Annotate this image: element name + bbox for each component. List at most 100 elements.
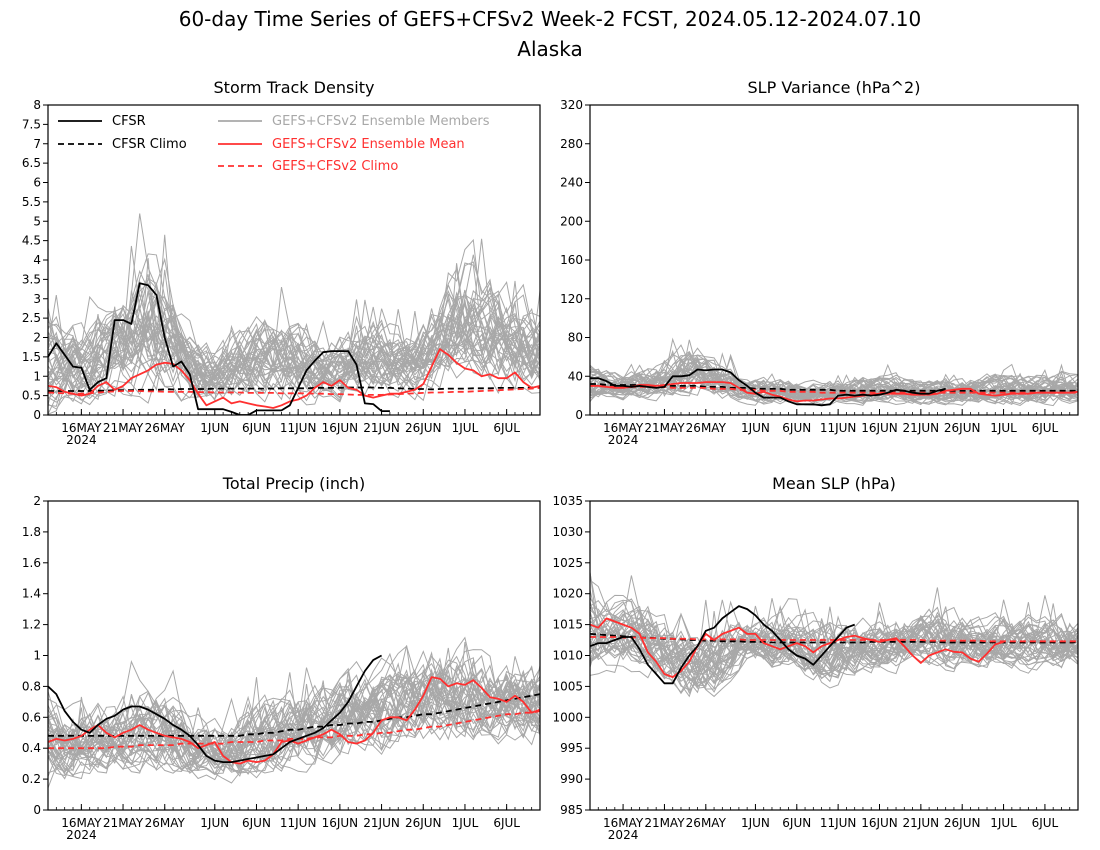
y-tick-label: 0 [33, 408, 41, 422]
figure-title: 60-day Time Series of GEFS+CFSv2 Week-2 … [179, 7, 922, 31]
y-tick-label: 160 [560, 253, 583, 267]
member-line [48, 667, 540, 759]
x-tick-label: 1JUL [990, 816, 1017, 830]
member-line [48, 668, 540, 774]
member-line [48, 665, 540, 770]
panel-title: SLP Variance (hPa^2) [748, 78, 921, 97]
ensemble-members [590, 571, 1078, 698]
legend-label: GEFS+CFSv2 Ensemble Mean [272, 137, 465, 152]
y-tick-label: 1025 [552, 556, 583, 570]
series-gefs-cfsv2-ensemble-mean [590, 617, 1004, 678]
member-line [48, 286, 540, 389]
series-lines [48, 282, 540, 415]
panel-title: Mean SLP (hPa) [772, 474, 896, 493]
x-tick-label: 16JUN [861, 816, 898, 830]
x-tick-label: 21MAY [103, 816, 144, 830]
series-lines [590, 368, 1078, 407]
series-cfsr [590, 368, 946, 407]
y-tick-label: 985 [560, 803, 583, 817]
member-line [590, 611, 1078, 690]
series-lines [48, 654, 540, 765]
member-line [48, 304, 540, 410]
member-line [48, 267, 540, 406]
series-gefs-cfsv2-ensemble-mean [48, 676, 540, 765]
y-tick-label: 0.6 [22, 710, 41, 724]
y-tick-label: 3 [33, 292, 41, 306]
series-gefs-cfsv2-ensemble-mean [48, 348, 540, 409]
member-line [48, 647, 540, 774]
member-line [590, 358, 1078, 401]
member-line [48, 300, 540, 403]
legend: CFSR CFSR Climo GEFS+CFSv2 Ensemble Member… [58, 114, 490, 174]
x-year-label: 2024 [66, 828, 97, 842]
x-tick-label: 26JUN [944, 816, 981, 830]
x-tick-label: 11JUN [820, 816, 857, 830]
y-tick-label: 1030 [552, 525, 583, 539]
panel-4: Mean SLP (hPa) 985 990 995 1000 1005 1010 1015 1… [552, 474, 1079, 842]
x-tick-label: 26MAY [145, 816, 186, 830]
series-gefs-cfsv2-climo [48, 710, 540, 750]
y-tick-label: 1 [33, 649, 41, 663]
member-line [590, 600, 1078, 683]
panel-3: Total Precip (inch) 0 0.2 0.4 0.6 0.8 1 1.2 1.4 1… [22, 474, 541, 842]
member-line [590, 601, 1078, 684]
y-tick-label: 7.5 [22, 117, 41, 131]
y-tick-label: 120 [560, 292, 583, 306]
y-tick-label: 5 [33, 214, 41, 228]
x-year-label: 2024 [608, 433, 639, 447]
series-cfsr-climo [48, 693, 540, 737]
series-cfsr-climo [590, 383, 1078, 392]
y-tick-label: 1.4 [22, 587, 41, 601]
y-tick-label: 2 [33, 331, 41, 345]
x-tick-label: 26JUN [944, 421, 981, 435]
member-line [48, 659, 540, 766]
x-tick-label: 6JUL [1032, 421, 1059, 435]
y-tick-label: 240 [560, 176, 583, 190]
series-cfsr [590, 605, 856, 685]
figure-subtitle: Alaska [517, 37, 582, 61]
series-lines [590, 605, 1078, 685]
x-tick-label: 21JUN [363, 421, 400, 435]
x-tick-label: 1JUN [741, 421, 770, 435]
x-tick-label: 6JUL [1032, 816, 1059, 830]
x-tick-label: 21JUN [903, 421, 940, 435]
x-tick-label: 11JUN [280, 816, 317, 830]
y-tick-label: 1.6 [22, 556, 41, 570]
panel-title: Storm Track Density [214, 78, 375, 97]
x-tick-label: 16MAY [603, 421, 644, 435]
x-tick-label: 1JUN [200, 816, 229, 830]
legend-label: GEFS+CFSv2 Ensemble Members [272, 114, 490, 129]
member-line [590, 614, 1078, 683]
ensemble-members [48, 636, 540, 789]
member-line [590, 352, 1078, 403]
y-tick-label: 80 [568, 331, 583, 345]
x-tick-label: 11JUN [820, 421, 857, 435]
y-tick-label: 6 [33, 176, 41, 190]
member-line [590, 622, 1078, 691]
y-tick-label: 990 [560, 772, 583, 786]
y-tick-label: 0.2 [22, 772, 41, 786]
member-line [48, 257, 540, 401]
x-tick-label: 6JUL [493, 421, 520, 435]
x-tick-label: 16MAY [61, 816, 102, 830]
member-line [590, 355, 1078, 398]
y-tick-label: 1 [33, 369, 41, 383]
x-tick-label: 16MAY [61, 421, 102, 435]
x-tick-label: 1JUL [452, 816, 479, 830]
x-tick-label: 16JUN [861, 421, 898, 435]
ensemble-members [48, 213, 540, 415]
y-tick-label: 0 [33, 803, 41, 817]
series-gefs-cfsv2-ensemble-mean [590, 381, 1078, 403]
y-tick-label: 1.2 [22, 618, 41, 632]
x-tick-label: 16JUN [322, 816, 359, 830]
series-gefs-cfsv2-climo [590, 636, 1078, 643]
panel-2: SLP Variance (hPa^2) 0 40 80 120 160 200 240 280… [560, 78, 1079, 447]
y-tick-label: 40 [568, 369, 583, 383]
y-tick-label: 1.8 [22, 525, 41, 539]
y-tick-label: 1020 [552, 587, 583, 601]
y-tick-label: 200 [560, 214, 583, 228]
legend-label: GEFS+CFSv2 Climo [272, 159, 398, 174]
y-tick-label: 0 [575, 408, 583, 422]
ensemble-members [590, 337, 1078, 407]
